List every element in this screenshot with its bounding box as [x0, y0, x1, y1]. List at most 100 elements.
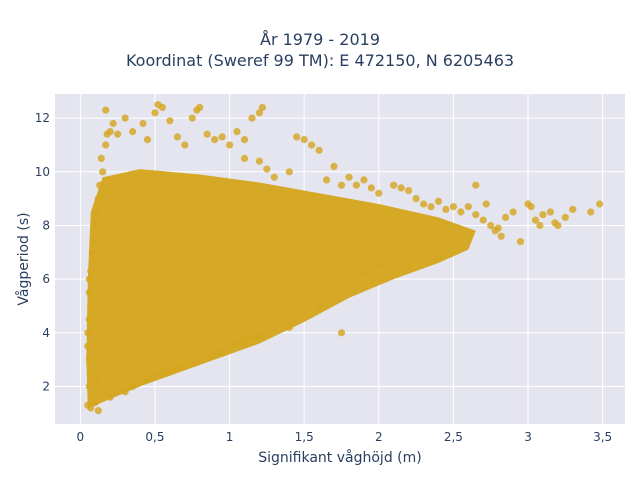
data-point [472, 211, 480, 219]
x-tick-label: 3,5 [593, 430, 612, 444]
data-point [434, 197, 443, 205]
data-point [88, 393, 96, 401]
data-point [99, 168, 107, 176]
data-point [546, 208, 555, 216]
data-point [323, 275, 331, 283]
data-point [181, 361, 189, 369]
x-tick-label: 1 [226, 430, 234, 444]
x-axis-ticks: 0 0,5 1 1,5 2 2,5 3 3,5 [77, 430, 613, 444]
data-point [121, 388, 129, 396]
data-point [345, 173, 353, 181]
data-point [211, 136, 219, 144]
data-point [93, 208, 101, 216]
data-point [139, 119, 147, 128]
data-point [240, 136, 249, 144]
data-point [166, 366, 174, 374]
data-point [84, 342, 92, 350]
data-point [203, 353, 211, 361]
data-point [136, 377, 144, 385]
data-point [315, 146, 323, 154]
data-point [85, 275, 93, 283]
data-point [323, 176, 331, 184]
data-point [315, 302, 323, 310]
data-point [497, 232, 505, 240]
data-point [300, 307, 308, 315]
data-point [114, 130, 122, 138]
data-point [516, 238, 525, 246]
dense-point-region [86, 169, 476, 408]
point-cloud [86, 169, 476, 408]
data-point [85, 382, 93, 390]
data-point [457, 208, 465, 216]
data-point [449, 203, 457, 211]
data-point [84, 401, 92, 409]
data-point [337, 329, 346, 337]
data-point [285, 323, 293, 331]
data-point [561, 213, 569, 221]
data-point [258, 103, 266, 111]
data-point [487, 221, 495, 230]
data-point [352, 181, 360, 189]
y-axis-ticks: 2 4 6 8 10 12 [35, 111, 50, 393]
data-point [226, 342, 234, 350]
data-point [233, 339, 241, 348]
data-point [442, 205, 450, 213]
data-point [87, 267, 95, 275]
data-point [300, 136, 308, 144]
data-point [87, 302, 95, 310]
data-point [527, 203, 535, 211]
data-point [188, 358, 196, 366]
data-point [109, 119, 117, 128]
y-tick-label: 12 [35, 111, 50, 125]
data-point [218, 133, 226, 141]
data-point [91, 221, 99, 230]
data-point [367, 184, 375, 192]
data-point [85, 356, 93, 364]
data-point [94, 195, 102, 203]
chart-title-line-2: Koordinat (Sweref 99 TM): E 472150, N 62… [125, 51, 515, 70]
x-tick-label: 3 [524, 430, 532, 444]
data-point [129, 382, 137, 390]
data-point [121, 114, 129, 122]
data-point [263, 329, 271, 337]
data-point [420, 200, 428, 208]
data-point [554, 221, 562, 230]
data-point [181, 141, 189, 149]
data-point [375, 262, 383, 270]
data-point [293, 133, 301, 141]
data-point [360, 270, 368, 278]
data-point [502, 213, 510, 221]
y-tick-label: 6 [42, 272, 50, 286]
data-point [240, 154, 249, 162]
data-point [158, 103, 166, 111]
data-point [158, 369, 166, 377]
data-points [84, 101, 604, 415]
data-point [196, 103, 204, 111]
data-point [248, 334, 256, 342]
data-point [539, 211, 547, 219]
data-point [482, 200, 490, 208]
data-point [91, 398, 99, 407]
data-point [114, 385, 122, 393]
data-point [337, 181, 346, 189]
data-point [587, 208, 595, 216]
data-point [99, 388, 107, 396]
data-point [390, 181, 398, 189]
data-point [188, 114, 196, 122]
data-point [308, 141, 316, 149]
data-point [255, 331, 263, 340]
data-point [203, 130, 211, 138]
y-tick-label: 10 [35, 165, 50, 179]
data-point [102, 141, 110, 149]
data-point [173, 364, 181, 372]
y-axis-title: Vågperiod (s) [15, 212, 32, 305]
data-point [106, 393, 114, 401]
data-point [596, 200, 604, 208]
data-point [88, 248, 96, 256]
data-point [85, 315, 93, 323]
data-point [330, 162, 338, 170]
data-point [166, 117, 174, 125]
x-tick-label: 2 [375, 430, 383, 444]
data-point [479, 216, 487, 224]
x-tick-label: 0,5 [145, 430, 164, 444]
